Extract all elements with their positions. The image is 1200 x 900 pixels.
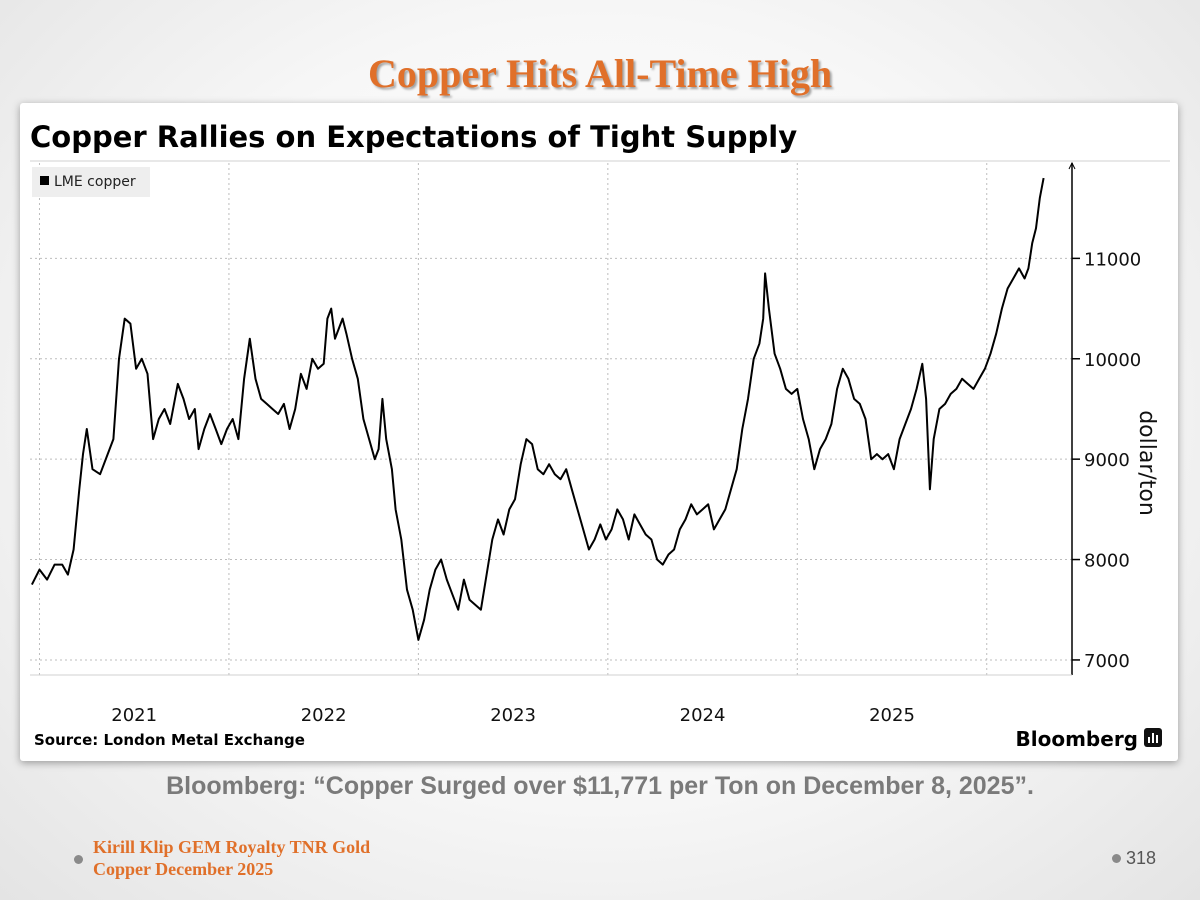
- legend-label: LME copper: [54, 174, 136, 190]
- y-axis-arrow-icon: [1068, 161, 1076, 170]
- slide-title: Copper Hits All-Time High: [367, 51, 833, 96]
- x-tick-label: 2021: [111, 705, 157, 726]
- x-tick-label: 2024: [680, 705, 726, 726]
- chart-card: Copper Rallies on Expectations of Tight …: [20, 103, 1178, 761]
- series-line-lme-copper: [31, 177, 1045, 641]
- chart-title: Copper Rallies on Expectations of Tight …: [30, 120, 797, 154]
- footer-line-2: Copper December 2025: [93, 859, 274, 879]
- footer-bullet-icon: [74, 855, 83, 864]
- slide-caption: Bloomberg: “Copper Surged over $11,771 p…: [166, 772, 1034, 800]
- bloomberg-brand: Bloomberg: [1016, 727, 1138, 751]
- chart-source: Source: London Metal Exchange: [34, 731, 305, 749]
- x-tick-label: 2023: [490, 705, 536, 726]
- y-tick-label: 7000: [1084, 651, 1130, 672]
- x-tick-label: 2022: [301, 705, 347, 726]
- grid-layer: [30, 163, 1072, 675]
- footer-credit: Kirill Klip GEM Royalty TNR Gold Copper …: [78, 836, 370, 880]
- page-number-bullet-icon: [1112, 854, 1121, 863]
- bloomberg-logo-icon: [1144, 728, 1162, 747]
- y-axis-label: dollar/ton: [1134, 410, 1159, 516]
- copper-price-chart: Copper Rallies on Expectations of Tight …: [30, 120, 1170, 751]
- x-tick-label: 2025: [869, 705, 915, 726]
- y-tick-label: 10000: [1084, 350, 1141, 371]
- page-number: 318: [1126, 848, 1157, 868]
- footer-line-1: Kirill Klip GEM Royalty TNR Gold: [93, 837, 371, 857]
- legend: LME copper: [32, 167, 150, 197]
- y-tick-label: 11000: [1084, 249, 1141, 270]
- y-tick-label: 8000: [1084, 551, 1130, 572]
- legend-swatch: [40, 176, 49, 185]
- y-tick-label: 9000: [1084, 450, 1130, 471]
- axis-layer: 7000 8000 9000 10000 11000 2021 2022 2023 2024 20…: [30, 161, 1141, 726]
- legend-box: [32, 167, 150, 197]
